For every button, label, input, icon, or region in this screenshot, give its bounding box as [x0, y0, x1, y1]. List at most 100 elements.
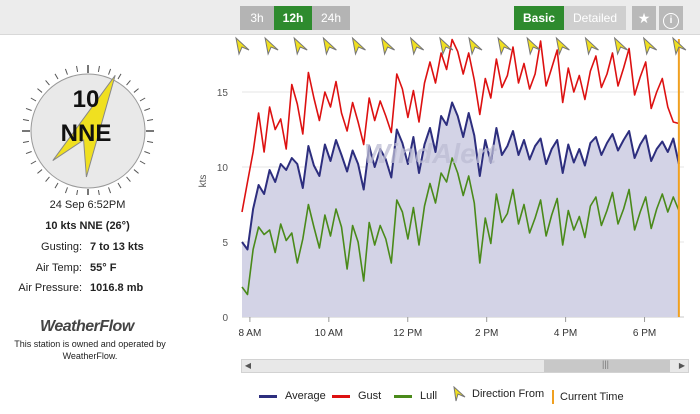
compass-tick	[54, 182, 59, 189]
scroll-left-arrow-icon[interactable]: ◀	[244, 361, 252, 370]
air-temp-label: Air Temp:	[35, 262, 82, 274]
direction-marker	[642, 36, 658, 56]
station-datetime: 24 Sep 6:52PM	[49, 199, 126, 211]
legend-average-swatch	[259, 394, 277, 398]
direction-marker	[497, 36, 512, 56]
legend-gust[interactable]: Gust	[332, 390, 381, 402]
direction-marker	[409, 36, 425, 56]
compass-tick	[64, 187, 68, 194]
gusting-label: Gusting:	[41, 241, 82, 253]
air-pressure-value: 1016.8 mb	[90, 282, 144, 294]
compass-tick	[144, 151, 151, 155]
direction-marker	[468, 36, 483, 56]
y-tick-label: 10	[217, 163, 229, 174]
compass-tick	[144, 107, 151, 111]
ownership-note: This station is owned and operated by We…	[10, 338, 170, 362]
compass-tick	[37, 88, 43, 93]
scroll-right-arrow-icon[interactable]: ▶	[678, 361, 686, 370]
compass-tick	[97, 190, 100, 195]
compass-tick	[108, 68, 112, 75]
y-tick-label: 5	[222, 238, 228, 249]
compass-tick	[30, 160, 37, 165]
y-axis-label: kts	[198, 175, 209, 188]
compass-speed: 10	[73, 86, 100, 113]
ownership-line-2: WeatherFlow.	[62, 351, 118, 361]
legend-current-time[interactable]: Current Time	[552, 390, 624, 404]
air-pressure-label: Air Pressure:	[18, 282, 82, 294]
compass-tick	[76, 190, 79, 195]
compass-tick	[37, 169, 43, 174]
compass-tick	[126, 80, 131, 86]
compass-tick	[25, 151, 32, 155]
compass-ticks	[22, 65, 154, 195]
direction-marker	[351, 36, 366, 56]
legend-gust-label: Gust	[358, 390, 382, 402]
station-panel: 10 NNE 24 Sep 6:52PM 10 kts NNE (26°) Gu…	[0, 35, 175, 414]
direction-marker	[584, 36, 599, 56]
legend-current-label: Current Time	[560, 390, 624, 403]
compass-tick	[139, 97, 146, 102]
compass-tick	[133, 88, 139, 93]
direction-arrow-icon	[453, 385, 466, 402]
chart-scrollbar[interactable]: ◀ ||| ▶	[241, 359, 689, 373]
legend-lull-swatch	[394, 394, 412, 398]
legend-current-swatch	[552, 390, 554, 404]
chart-legend: Average Gust Lull Direction From Current…	[0, 384, 700, 408]
windalert-watermark: WindAlert	[364, 138, 498, 169]
compass-tick	[126, 176, 131, 182]
compass-tick	[117, 182, 122, 189]
range-12h-button[interactable]: 12h	[274, 6, 312, 30]
compass-tick	[117, 73, 122, 80]
favorite-button[interactable]: ★	[632, 6, 656, 30]
legend-average[interactable]: Average	[259, 390, 326, 402]
series-lull-line	[241, 157, 680, 296]
legend-average-label: Average	[285, 390, 326, 402]
legend-direction-label: Direction From	[472, 387, 545, 400]
compass-tick	[147, 140, 154, 143]
gusting-value: 7 to 13 kts	[90, 241, 144, 253]
direction-marker	[322, 36, 337, 56]
x-tick-label: 10 AM	[315, 328, 343, 339]
x-tick-label: 6 PM	[633, 328, 656, 339]
wind-compass: 10 NNE	[22, 65, 154, 195]
compass-tick	[22, 140, 29, 143]
compass-tick	[45, 80, 50, 86]
basic-view-button[interactable]: Basic	[514, 6, 564, 30]
direction-marker	[555, 36, 570, 56]
detailed-view-button[interactable]: Detailed	[564, 6, 626, 30]
direction-marker	[526, 36, 541, 56]
wind-direction-arrow-icon	[52, 75, 116, 178]
compass-tick	[139, 160, 146, 165]
range-3h-button[interactable]: 3h	[240, 6, 274, 30]
wind-summary: 10 kts NNE (26°)	[45, 220, 130, 232]
ownership-line-1: This station is owned and operated by	[14, 339, 166, 349]
direction-marker	[672, 36, 687, 56]
x-tick-label: 4 PM	[554, 328, 577, 339]
direction-marker	[613, 36, 628, 56]
direction-marker	[293, 36, 308, 56]
legend-direction[interactable]: Direction From	[452, 385, 545, 402]
compass-tick	[97, 65, 100, 72]
scrollbar-thumb[interactable]: |||	[544, 359, 670, 372]
compass-tick	[54, 73, 59, 80]
direction-marker	[264, 36, 279, 56]
weatherflow-logo[interactable]: WeatherFlow	[40, 318, 134, 335]
star-icon: ★	[637, 10, 651, 26]
direction-marker	[235, 36, 250, 56]
air-temp-value: 55° F	[90, 262, 117, 274]
direction-marker	[380, 36, 395, 56]
compass-tick	[64, 68, 68, 75]
compass-tick	[25, 107, 32, 111]
range-24h-button[interactable]: 24h	[312, 6, 350, 30]
compass-tick	[45, 176, 50, 182]
y-tick-label: 15	[217, 88, 229, 99]
compass-tick	[147, 119, 154, 122]
y-tick-label: 0	[222, 313, 228, 324]
wind-chart: 0 5 10 15 8 AM 10 AM 12 PM 2 PM 4 PM 6 PM WindAle…	[198, 36, 687, 339]
x-tick-label: 8 AM	[238, 328, 261, 339]
legend-lull[interactable]: Lull	[394, 390, 437, 402]
legend-gust-swatch	[332, 394, 350, 398]
info-button[interactable]: i	[659, 6, 683, 30]
compass-tick	[108, 187, 112, 194]
compass-tick	[30, 97, 37, 102]
